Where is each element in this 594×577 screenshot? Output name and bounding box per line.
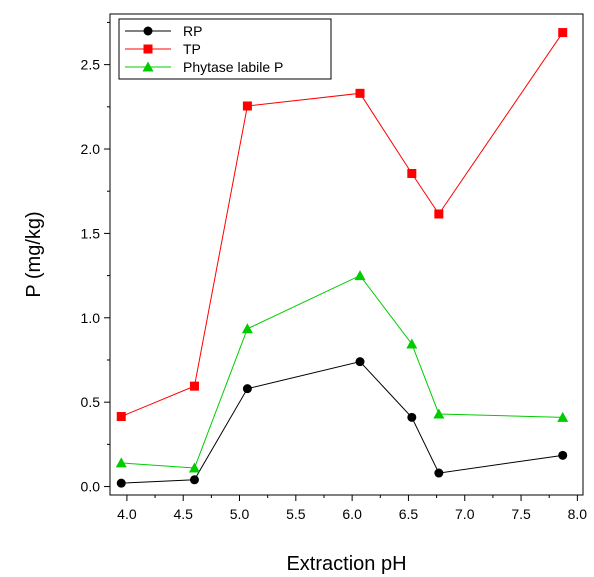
data-point xyxy=(407,168,417,178)
data-point xyxy=(434,468,444,478)
data-point xyxy=(355,357,365,367)
y-tick-label: 2.0 xyxy=(81,141,101,157)
legend-marker xyxy=(143,26,153,36)
data-point xyxy=(557,411,569,422)
data-point xyxy=(558,450,568,460)
data-point xyxy=(434,209,444,219)
series-2 xyxy=(115,270,569,473)
data-point xyxy=(241,323,253,334)
x-tick-label: 7.0 xyxy=(455,506,475,522)
data-point xyxy=(406,338,418,349)
series-0 xyxy=(116,357,568,488)
legend-label: Phytase labile P xyxy=(183,59,283,75)
y-axis-title: P (mg/kg) xyxy=(23,211,45,297)
legend-marker xyxy=(142,61,154,72)
data-point xyxy=(242,101,252,111)
data-point xyxy=(116,478,126,488)
y-ticks: 0.0 0.5 1.0 1.5 2.0 2.5 xyxy=(81,21,110,495)
data-point xyxy=(407,412,417,422)
x-tick-label: 8.0 xyxy=(568,506,588,522)
data-point xyxy=(189,475,199,485)
x-tick-label: 5.5 xyxy=(286,506,306,522)
data-point xyxy=(188,462,200,473)
series-layer xyxy=(115,28,569,488)
legend-label: TP xyxy=(183,41,201,57)
legend-label: RP xyxy=(183,23,202,39)
series-line xyxy=(121,274,563,469)
x-ticks: 4.0 4.5 5.0 5.5 6.0 6.5 7.0 7.5 8.0 xyxy=(117,495,587,522)
data-point xyxy=(355,88,365,98)
y-tick-label: 0.5 xyxy=(81,394,101,410)
y-tick-label: 1.5 xyxy=(81,225,101,241)
x-tick-label: 7.5 xyxy=(511,506,531,522)
data-point xyxy=(115,457,127,468)
data-point xyxy=(354,270,366,281)
data-point xyxy=(433,408,445,419)
series-1 xyxy=(116,28,568,422)
legend: RP TP Phytase labile P xyxy=(118,18,332,80)
data-point xyxy=(242,384,252,394)
plot-frame xyxy=(109,13,584,496)
axes-layer xyxy=(109,13,584,496)
y-tick-label: 1.0 xyxy=(81,310,101,326)
x-axis-title: Extraction pH xyxy=(286,553,406,575)
legend-marker xyxy=(143,44,153,54)
series-line xyxy=(121,361,563,484)
x-tick-label: 4.5 xyxy=(173,506,193,522)
data-point xyxy=(189,381,199,391)
y-tick-label: 0.0 xyxy=(81,479,101,495)
x-tick-label: 6.5 xyxy=(399,506,419,522)
x-tick-label: 5.0 xyxy=(230,506,250,522)
x-tick-label: 6.0 xyxy=(342,506,362,522)
x-tick-label: 4.0 xyxy=(117,506,137,522)
data-point xyxy=(558,28,568,38)
series-line xyxy=(121,32,564,417)
data-point xyxy=(116,412,126,422)
y-tick-label: 2.5 xyxy=(81,57,101,73)
